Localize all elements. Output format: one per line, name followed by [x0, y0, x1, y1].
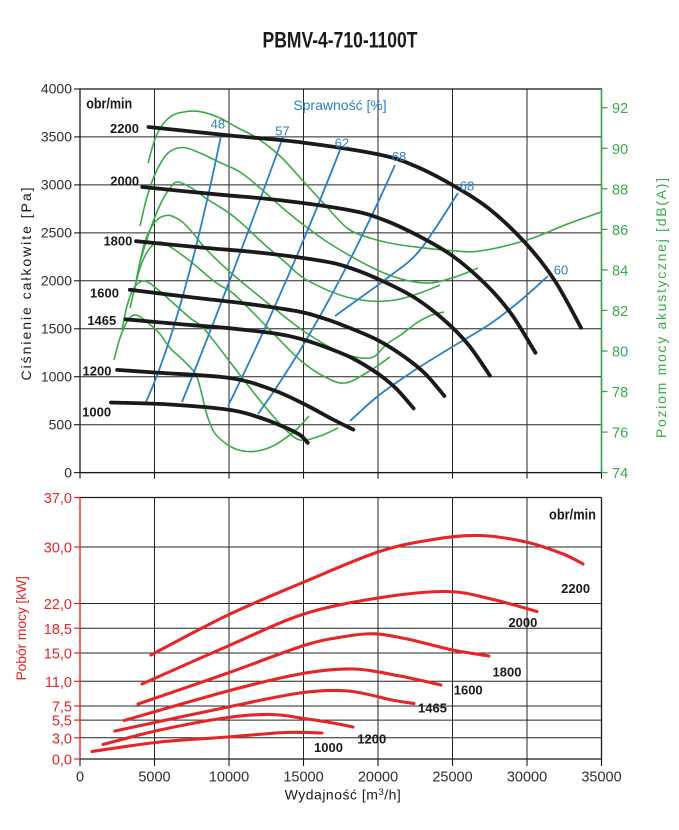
svg-text:0,0: 0,0: [52, 753, 72, 769]
svg-text:62: 62: [335, 135, 349, 150]
svg-text:4000: 4000: [41, 81, 72, 97]
svg-text:1800: 1800: [103, 234, 132, 249]
svg-text:90: 90: [612, 142, 628, 158]
svg-text:obr/min: obr/min: [86, 96, 132, 112]
svg-text:obr/min: obr/min: [549, 508, 596, 524]
svg-text:82: 82: [612, 304, 628, 320]
svg-text:2000: 2000: [41, 273, 72, 289]
svg-text:3,0: 3,0: [52, 731, 72, 747]
svg-text:1800: 1800: [493, 665, 522, 680]
svg-text:3000: 3000: [41, 177, 72, 193]
svg-text:2000: 2000: [110, 174, 139, 189]
svg-text:1000: 1000: [82, 404, 111, 419]
svg-text:1465: 1465: [418, 701, 447, 716]
svg-text:60: 60: [554, 263, 568, 278]
svg-text:80: 80: [612, 345, 628, 361]
svg-text:5,5: 5,5: [52, 714, 72, 730]
svg-text:Poziom mocy akustycznej [dB(A): Poziom mocy akustycznej [dB(A)]: [653, 178, 669, 438]
svg-text:1465: 1465: [87, 313, 116, 328]
svg-text:2200: 2200: [561, 581, 590, 596]
svg-text:84: 84: [612, 263, 628, 279]
svg-text:22,0: 22,0: [44, 597, 72, 613]
svg-text:30000: 30000: [507, 770, 547, 786]
svg-text:15000: 15000: [283, 770, 323, 786]
svg-text:11,0: 11,0: [45, 675, 72, 691]
svg-text:15,0: 15,0: [44, 647, 72, 663]
svg-text:1200: 1200: [357, 732, 386, 747]
svg-text:1500: 1500: [41, 320, 72, 336]
svg-text:2200: 2200: [110, 121, 139, 136]
svg-text:30,0: 30,0: [44, 541, 72, 557]
svg-text:86: 86: [612, 223, 628, 239]
svg-text:3500: 3500: [41, 129, 72, 145]
svg-text:Ciśnienie całkowite [Pa]: Ciśnienie całkowite [Pa]: [18, 188, 34, 381]
svg-text:57: 57: [275, 124, 289, 139]
svg-text:1000: 1000: [314, 740, 343, 755]
svg-text:78: 78: [612, 385, 628, 401]
svg-text:37,0: 37,0: [44, 491, 72, 507]
svg-text:35000: 35000: [581, 770, 621, 786]
svg-text:68: 68: [460, 179, 474, 194]
svg-text:7,5: 7,5: [52, 700, 72, 716]
svg-text:1600: 1600: [454, 683, 483, 698]
svg-text:Wydajność [m3/h]: Wydajność [m3/h]: [285, 787, 402, 803]
svg-text:1000: 1000: [41, 368, 72, 384]
svg-text:10000: 10000: [209, 770, 249, 786]
svg-text:76: 76: [612, 426, 628, 442]
svg-text:2000: 2000: [508, 615, 537, 630]
svg-text:2500: 2500: [41, 225, 72, 241]
svg-text:1600: 1600: [90, 286, 119, 301]
svg-text:Pobór mocy [kW]: Pobór mocy [kW]: [13, 576, 29, 681]
svg-text:PBMV-4-710-1100T: PBMV-4-710-1100T: [263, 28, 418, 53]
svg-text:0: 0: [64, 464, 72, 480]
svg-text:18,5: 18,5: [44, 622, 72, 638]
svg-text:500: 500: [49, 416, 73, 432]
svg-text:74: 74: [612, 466, 628, 482]
svg-text:Sprawność [%]: Sprawność [%]: [293, 97, 386, 113]
svg-text:0: 0: [76, 770, 84, 786]
svg-text:68: 68: [392, 149, 406, 164]
svg-text:20000: 20000: [358, 770, 398, 786]
svg-text:5000: 5000: [138, 770, 170, 786]
svg-text:25000: 25000: [432, 770, 472, 786]
svg-text:48: 48: [211, 117, 225, 132]
svg-text:88: 88: [612, 182, 628, 198]
svg-text:1200: 1200: [83, 364, 112, 379]
svg-text:92: 92: [612, 101, 628, 117]
